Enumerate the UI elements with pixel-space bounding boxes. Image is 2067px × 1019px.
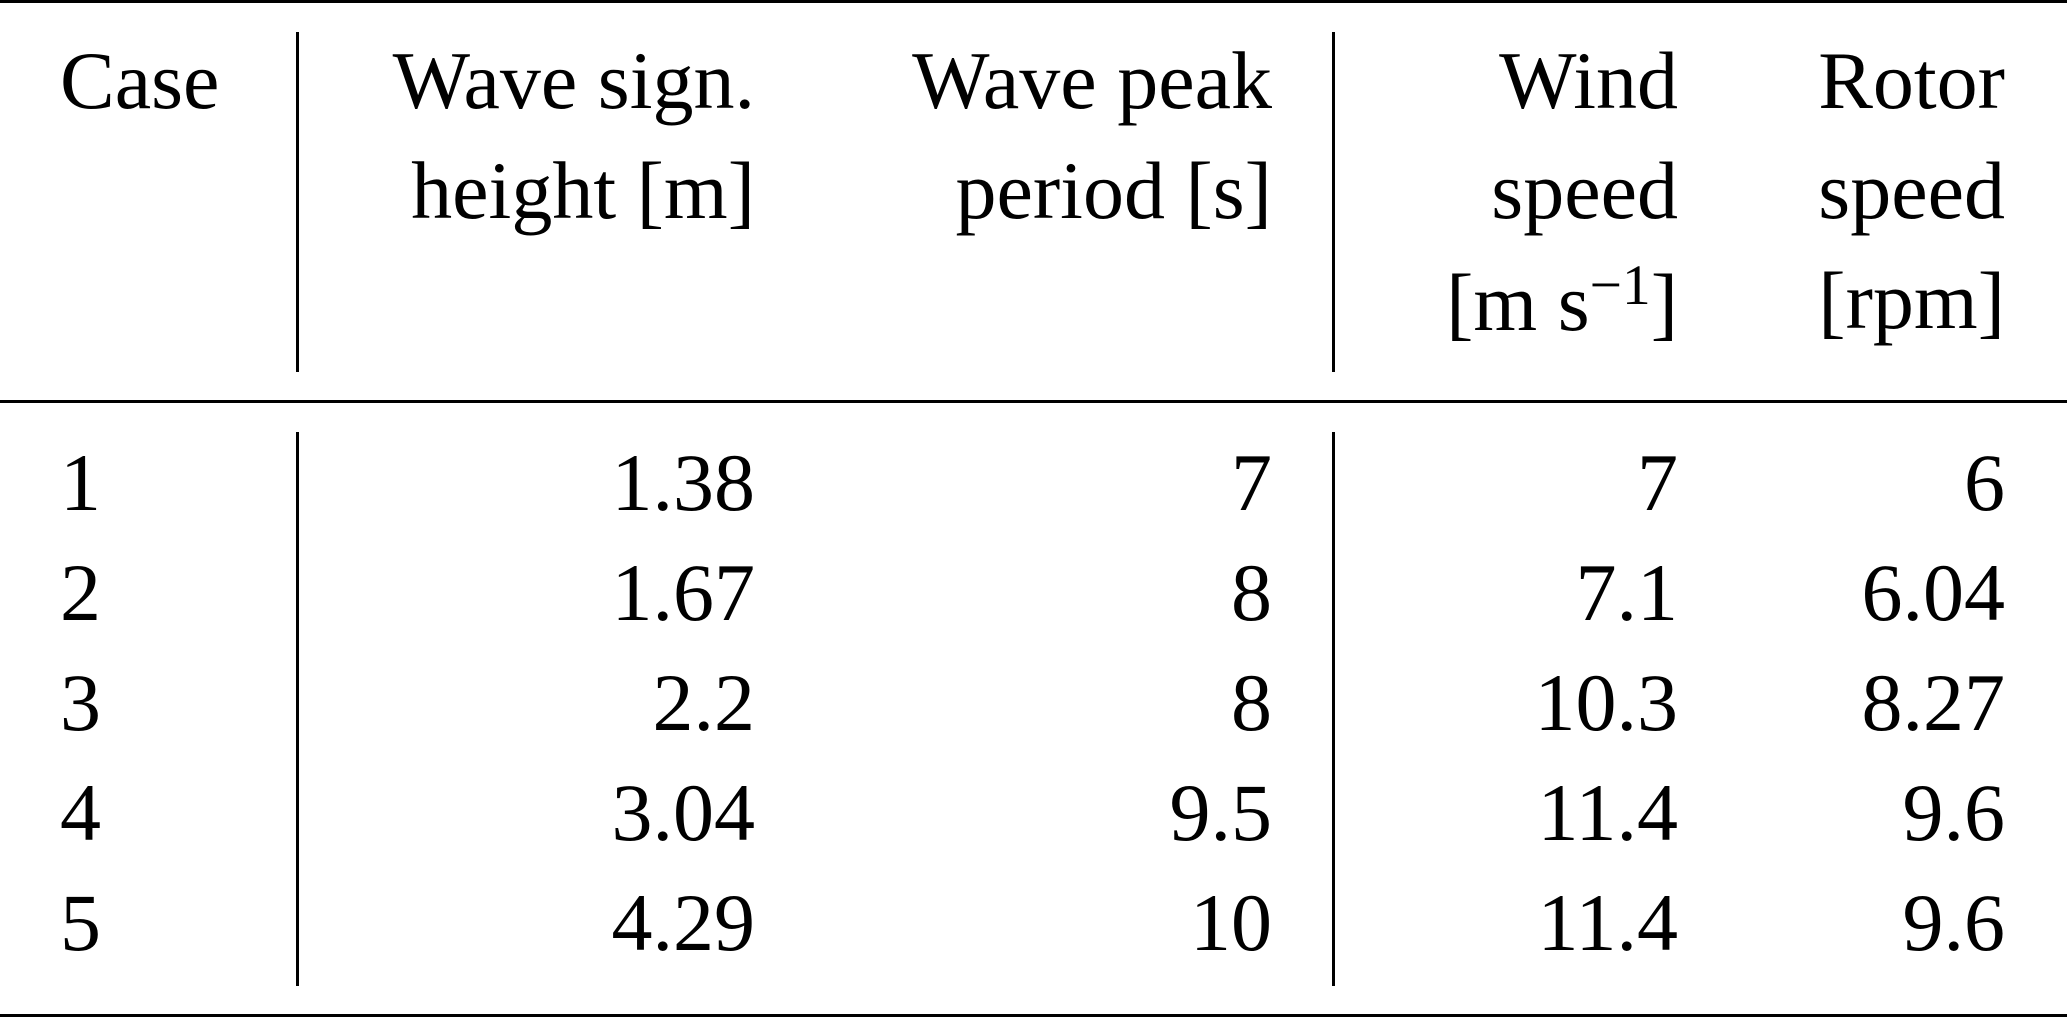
unit-text: [m s: [1446, 257, 1590, 348]
cell-wave-period: 8: [1231, 657, 1272, 748]
vertical-rule-wave-body: [1332, 432, 1335, 986]
cell-case: 1: [60, 437, 101, 528]
cell-wave-period: 10: [1190, 877, 1272, 968]
header-case: Case: [60, 35, 220, 126]
cell-rotor-speed: 9.6: [1902, 877, 2006, 968]
cell-case: 2: [60, 547, 101, 638]
cell-wave-period: 9.5: [1169, 767, 1273, 858]
top-rule: [0, 0, 2067, 3]
cell-wind-speed: 10.3: [1534, 657, 1679, 748]
cell-wave-period: 8: [1231, 547, 1272, 638]
header-wave-height-line2: height [m]: [411, 145, 755, 236]
cell-wind-speed: 7: [1637, 437, 1678, 528]
vertical-rule-case-body: [296, 432, 299, 986]
vertical-rule-case-header: [296, 32, 299, 372]
header-rule: [0, 400, 2067, 403]
cell-wave-height: 1.38: [611, 437, 756, 528]
header-wave-period-line2: period [s]: [955, 145, 1272, 236]
cell-rotor-speed: 6.04: [1861, 547, 2006, 638]
cell-rotor-speed: 8.27: [1861, 657, 2006, 748]
header-rotor-speed-line1: Rotor: [1818, 35, 2005, 126]
unit-exponent: −1: [1589, 254, 1651, 318]
header-wind-speed-unit: [m s−1]: [1360, 248, 1678, 358]
cell-wind-speed: 7.1: [1575, 547, 1679, 638]
header-wave-height-line1: Wave sign.: [392, 35, 755, 126]
header-rotor-speed-line3: [rpm]: [1818, 255, 2005, 346]
unit-bracket-close: ]: [1650, 257, 1678, 348]
cell-wind-speed: 11.4: [1537, 767, 1678, 858]
cell-wave-period: 7: [1231, 437, 1272, 528]
vertical-rule-wave-header: [1332, 32, 1335, 372]
bottom-rule: [0, 1014, 2067, 1017]
cell-wave-height: 1.67: [611, 547, 756, 638]
cell-rotor-speed: 9.6: [1902, 767, 2006, 858]
cell-wave-height: 2.2: [652, 657, 756, 748]
cell-case: 3: [60, 657, 101, 748]
cell-wave-height: 3.04: [611, 767, 756, 858]
cell-wave-height: 4.29: [611, 877, 756, 968]
cell-rotor-speed: 6: [1964, 437, 2005, 528]
cell-wind-speed: 11.4: [1537, 877, 1678, 968]
header-wave-period-line1: Wave peak: [912, 35, 1272, 126]
cell-case: 4: [60, 767, 101, 858]
header-wind-speed-line1: Wind: [1499, 35, 1678, 126]
header-wind-speed-line2: speed: [1491, 145, 1678, 236]
cell-case: 5: [60, 877, 101, 968]
header-rotor-speed-line2: speed: [1818, 145, 2005, 236]
